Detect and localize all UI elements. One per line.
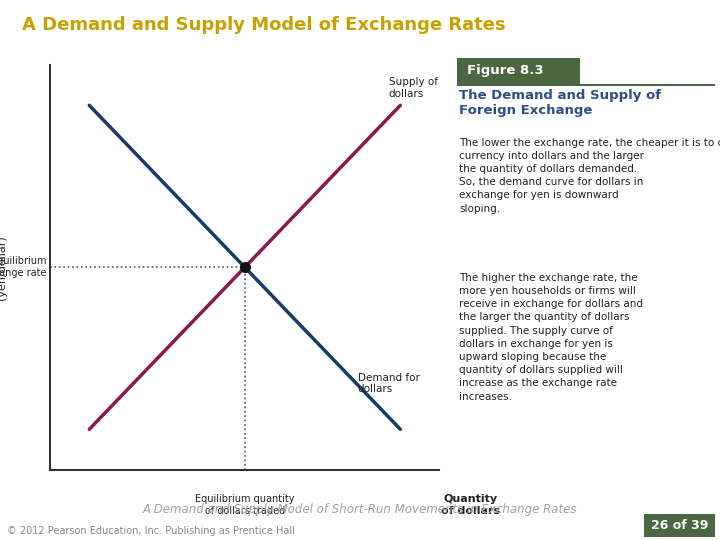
Text: The Demand and Supply of
Foreign Exchange: The Demand and Supply of Foreign Exchang…	[459, 89, 662, 117]
Text: Equilibrium quantity
of dollars traded: Equilibrium quantity of dollars traded	[195, 494, 294, 516]
Text: The higher the exchange rate, the
more yen households or firms will
receive in e: The higher the exchange rate, the more y…	[459, 273, 644, 402]
Text: The lower the exchange rate, the cheaper it is to convert a foreign
currency int: The lower the exchange rate, the cheaper…	[459, 138, 720, 214]
Text: © 2012 Pearson Education, Inc. Publishing as Prentice Hall: © 2012 Pearson Education, Inc. Publishin…	[7, 525, 295, 536]
Text: Figure 8.3: Figure 8.3	[467, 64, 544, 77]
Text: A Demand and Supply Model of Short-Run Movements in Exchange Rates: A Demand and Supply Model of Short-Run M…	[143, 503, 577, 516]
Text: A Demand and Supply Model of Exchange Rates: A Demand and Supply Model of Exchange Ra…	[22, 16, 505, 34]
Text: Quantity
of dollars: Quantity of dollars	[441, 494, 500, 516]
Text: Supply of
dollars: Supply of dollars	[389, 77, 438, 99]
Text: Demand for
dollars: Demand for dollars	[358, 373, 420, 394]
Text: 26 of 39: 26 of 39	[651, 519, 708, 532]
Text: Equilibrium
exchange rate: Equilibrium exchange rate	[0, 256, 47, 278]
Text: Exchange rate
(yen/dollar): Exchange rate (yen/dollar)	[0, 227, 6, 308]
